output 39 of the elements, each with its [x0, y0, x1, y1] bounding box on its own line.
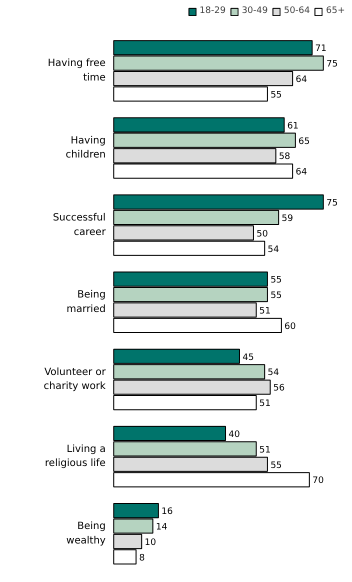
data-label: 8 [139, 553, 146, 564]
data-label: 75 [326, 198, 338, 209]
y-tick-label: Being married [66, 290, 106, 315]
data-label: 61 [287, 121, 299, 132]
data-label: 54 [268, 244, 280, 255]
data-label: 60 [284, 322, 296, 332]
data-label: 45 [242, 352, 254, 363]
data-label: 55 [270, 291, 282, 302]
data-label: 16 [161, 507, 174, 518]
data-label: 40 [228, 430, 240, 440]
y-tick-label: Having free time [48, 58, 106, 84]
y-tick-label: Successful career [52, 212, 107, 238]
data-label: 70 [312, 476, 324, 486]
legend-label: 18-29 [200, 6, 226, 16]
data-label: 50 [256, 229, 268, 240]
data-label: 54 [268, 368, 280, 378]
data-label: 75 [326, 60, 338, 70]
y-tick-label: Being wealthy [66, 521, 106, 546]
data-label: 14 [156, 522, 168, 533]
data-label: 59 [282, 214, 294, 224]
legend-label: 65+ [326, 6, 346, 16]
y-tick-label: Having children [66, 135, 106, 161]
data-label: 10 [144, 538, 156, 548]
data-label: 51 [259, 445, 271, 456]
data-label: 71 [315, 44, 327, 54]
y-tick-label: Living a religious life [44, 444, 106, 470]
legend-label: 30-49 [242, 6, 268, 16]
data-label: 65 [298, 136, 310, 147]
data-label: 55 [270, 276, 282, 286]
data-label: 51 [259, 306, 271, 317]
data-label: 64 [296, 168, 308, 178]
y-tick-label: Volunteer or charity work [44, 366, 107, 392]
data-label: 55 [270, 90, 282, 100]
legend-label: 50-64 [284, 6, 310, 16]
data-label: 58 [278, 152, 291, 162]
data-label: 55 [270, 460, 282, 471]
data-label: 56 [273, 384, 285, 394]
data-label: 64 [296, 75, 308, 86]
data-label: 51 [259, 399, 271, 410]
